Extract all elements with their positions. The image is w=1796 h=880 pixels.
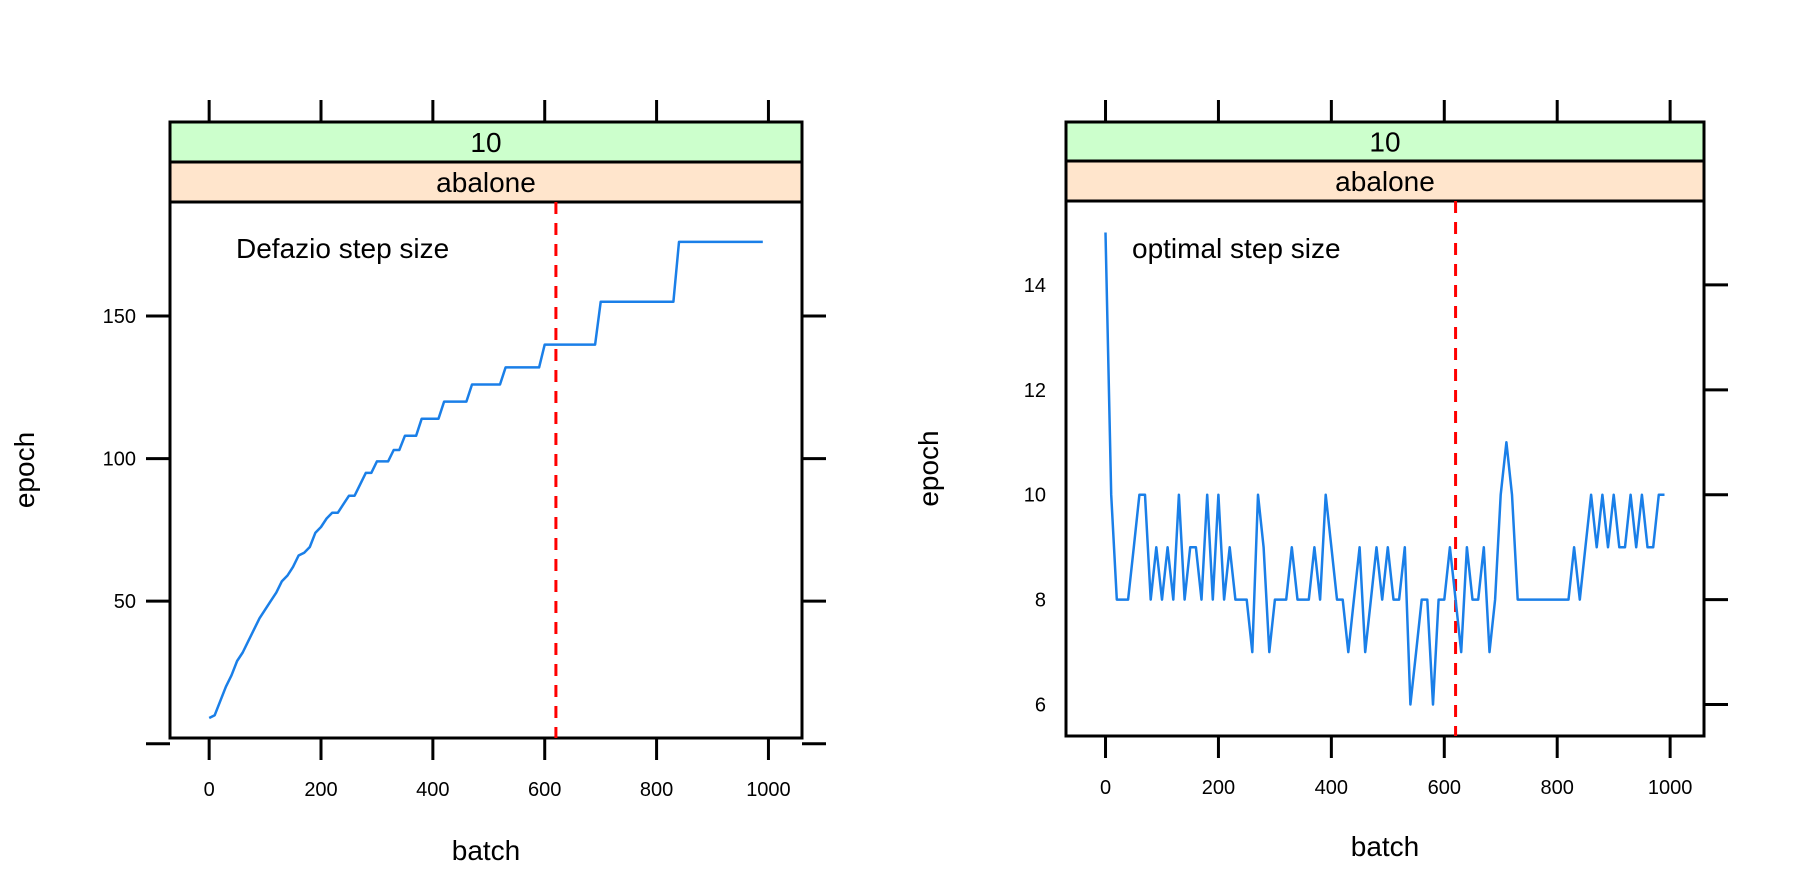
x-tick-label: 1000 (746, 779, 791, 801)
y-tick-label: 14 (1024, 275, 1046, 297)
series-line (1104, 232, 1665, 706)
series-line (208, 240, 763, 720)
step-size-annotation: Defazio step size (236, 233, 449, 264)
x-tick-label: 800 (1541, 777, 1574, 799)
strip-top-label: 10 (470, 127, 501, 158)
x-tick-label: 600 (528, 779, 561, 801)
x-tick-label: 200 (304, 779, 337, 801)
plot-frame (168, 200, 804, 740)
panel-left: 10 abalone 0 200 400 600 800 1000 50 100 150 batch e… (9, 100, 826, 866)
panel-right: 10 abalone 0 200 400 600 800 1000 6 8 10 12 14 batch e… (913, 100, 1728, 862)
plot-frame (1064, 199, 1706, 738)
strip-bottom-label: abalone (1335, 166, 1435, 197)
x-tick-label: 0 (204, 779, 215, 801)
x-tick-label: 800 (640, 779, 673, 801)
x-axis-title: batch (452, 835, 521, 866)
x-tick-label: 0 (1100, 777, 1111, 799)
x-tick-label: 600 (1428, 777, 1461, 799)
x-axis-title: batch (1351, 831, 1420, 862)
y-axis-title: epoch (913, 430, 944, 506)
y-tick-label: 150 (103, 306, 136, 328)
step-size-annotation: optimal step size (1132, 233, 1341, 264)
y-tick-label: 12 (1024, 380, 1046, 402)
strip-bottom-label: abalone (436, 167, 536, 198)
y-tick-label: 10 (1024, 485, 1046, 507)
y-tick-label: 8 (1035, 590, 1046, 612)
y-tick-label: 6 (1035, 695, 1046, 717)
strip-top-label: 10 (1369, 127, 1400, 158)
x-tick-label: 400 (1315, 777, 1348, 799)
y-tick-label: 100 (103, 449, 136, 471)
x-tick-label: 200 (1202, 777, 1235, 799)
x-tick-label: 400 (416, 779, 449, 801)
x-tick-label: 1000 (1648, 777, 1693, 799)
y-axis-title: epoch (9, 432, 40, 508)
y-tick-label: 50 (114, 591, 136, 613)
